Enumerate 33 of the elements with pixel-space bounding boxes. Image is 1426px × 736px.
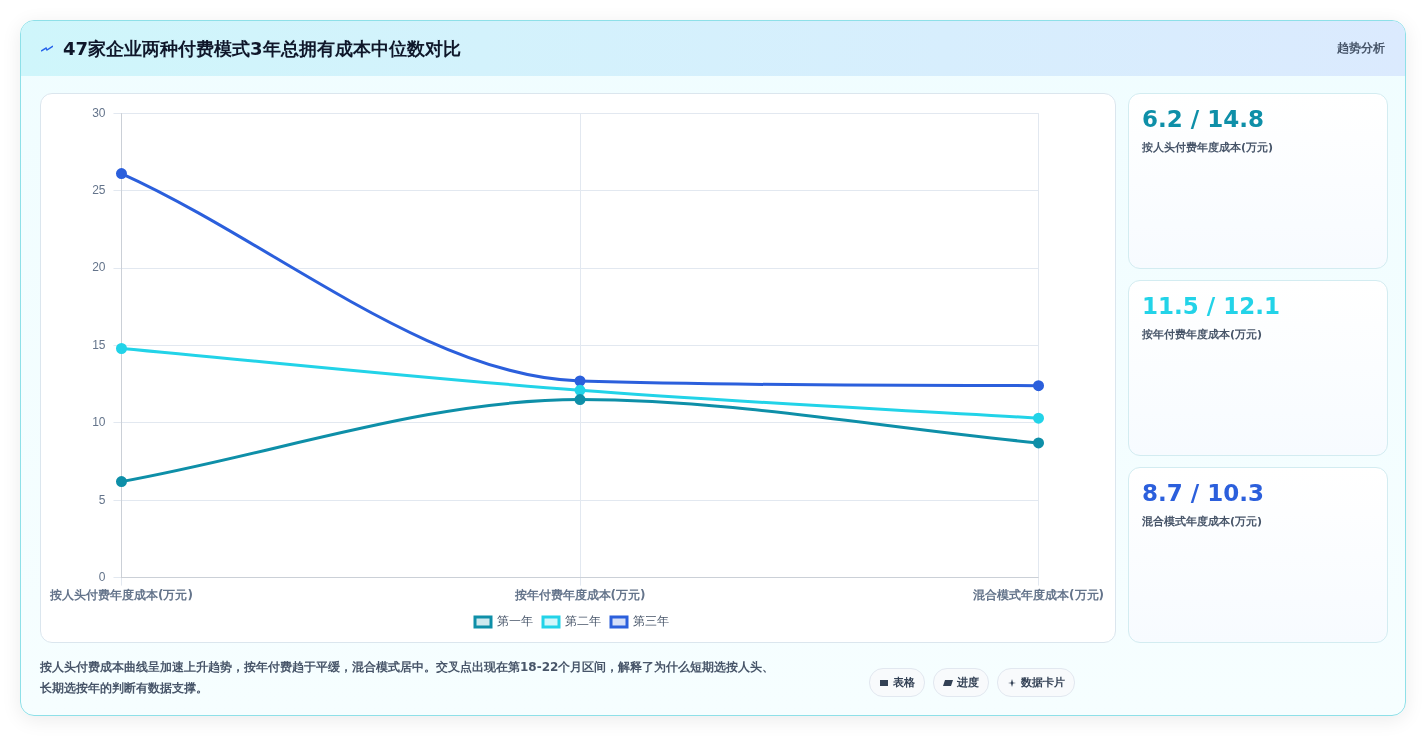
text: 趋势分析 (1337, 40, 1385, 57)
x-tick-label: 混合模式年度成本(万元) (972, 587, 1104, 602)
text: 6.2 / 14.8 (1142, 106, 1264, 132)
text: 11.5 / 12.1 (1142, 293, 1280, 319)
text: 按人头付费成本曲线呈加速上升趋势，按年付费趋于平缓，混合模式居中。交叉点出现在第18-22个月区间，解释了为什么短期选按人头、长期选按年的判断有数据支撑。 (40, 659, 775, 697)
point (1033, 437, 1045, 449)
text: 进度 (957, 675, 979, 690)
point (115, 168, 127, 180)
point (574, 384, 586, 396)
text: 按年付费年度成本(万元) (1142, 327, 1263, 342)
y-tick-label: 5 (98, 492, 106, 507)
point (1033, 412, 1045, 424)
chart-title: 47家企业两种付费模式3年总拥有成本中位数对比 (63, 36, 461, 61)
text: 按人头付费年度成本(万元) (1142, 140, 1274, 155)
text: 8.7 / 10.3 (1142, 480, 1264, 506)
y-tick-label: 20 (92, 260, 106, 275)
point (574, 394, 586, 406)
text: 数据卡片 (1021, 675, 1065, 690)
y-tick-label: 30 (92, 105, 106, 120)
text: 表格 (893, 675, 915, 690)
legend-label: 第三年 (633, 614, 669, 629)
y-tick-label: 15 (92, 337, 106, 352)
text: 混合模式年度成本(万元) (1142, 514, 1263, 529)
x-tick-label: 按人头付费年度成本(万元) (49, 587, 193, 602)
y-tick-label: 10 (92, 415, 106, 430)
legend-label: 第一年 (497, 614, 533, 629)
legend-label: 第二年 (565, 614, 601, 629)
y-tick-label: 25 (92, 182, 106, 197)
y-tick-label: 0 (98, 569, 106, 584)
point (1033, 380, 1045, 392)
point (574, 375, 586, 387)
x-tick-label: 按年付费年度成本(万元) (513, 587, 646, 602)
point (115, 476, 127, 488)
